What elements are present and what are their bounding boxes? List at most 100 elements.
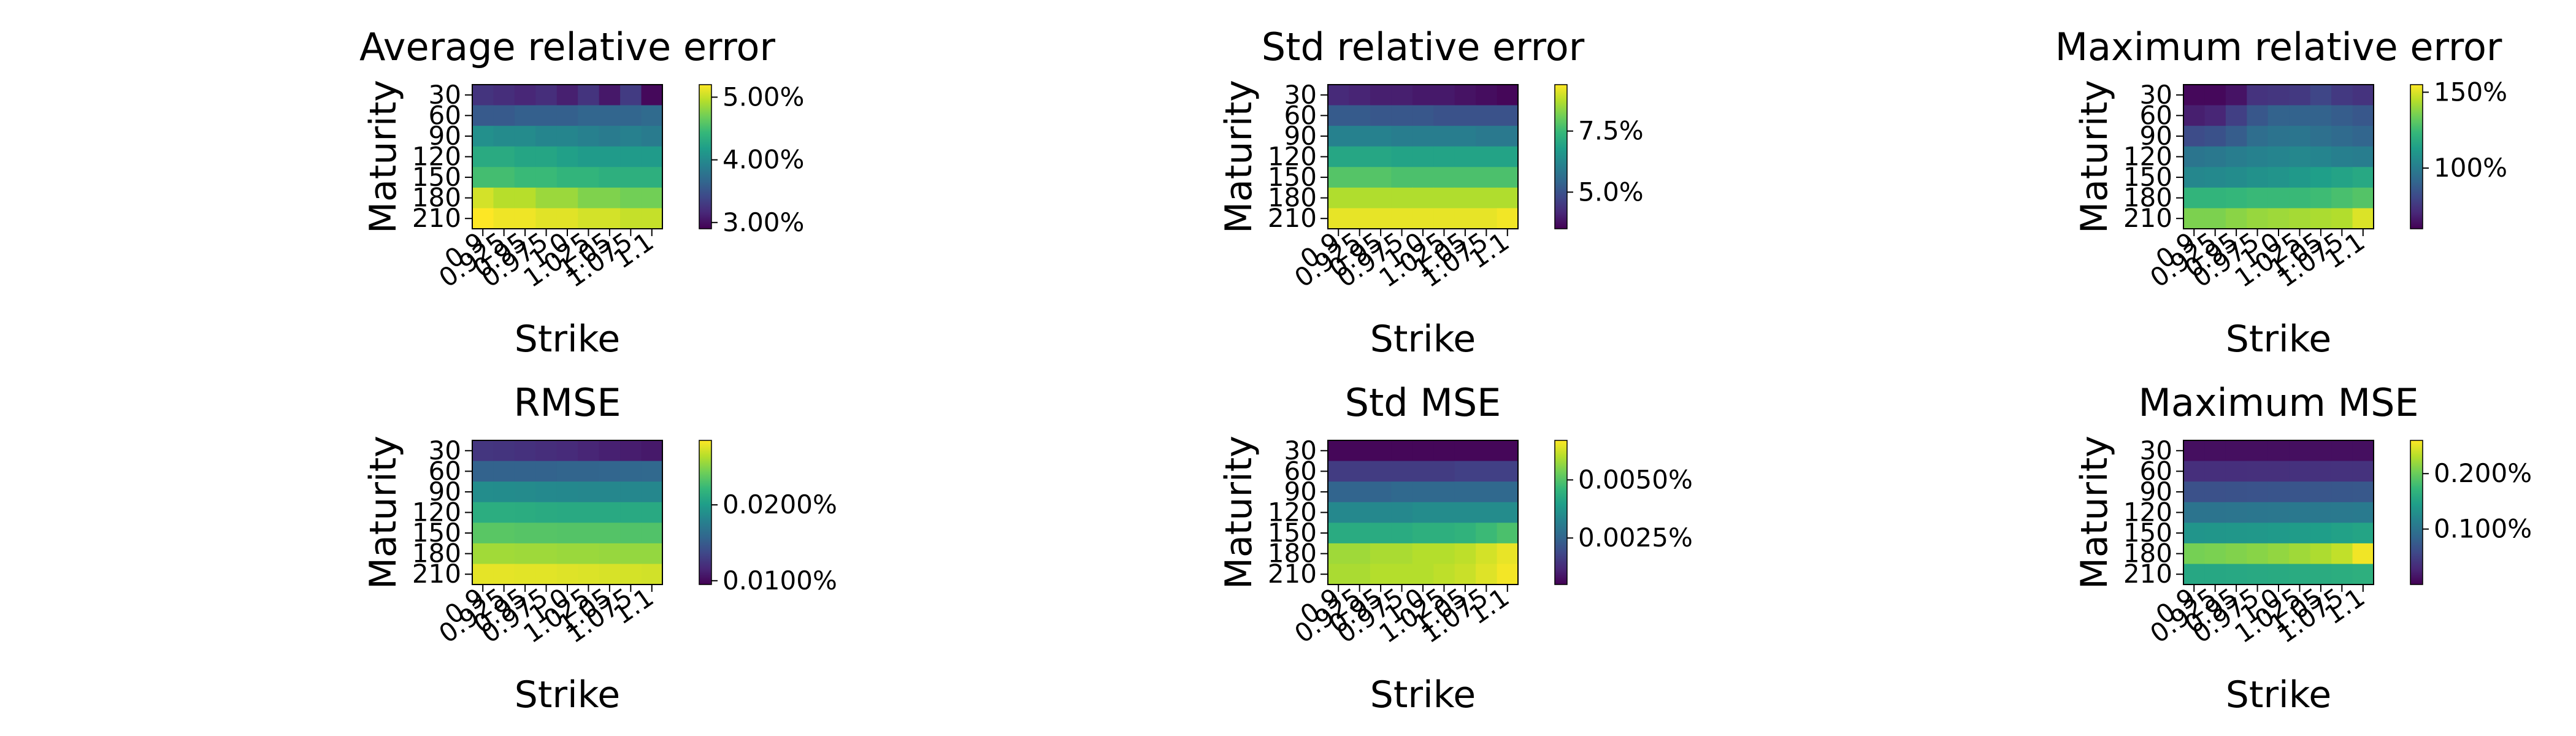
chart3-panel: Maximum relative error 306090120150180210… [2055, 25, 2508, 361]
chart3-cell-r2-c1 [2204, 126, 2226, 147]
chart6-cell-r2-c1 [2204, 481, 2226, 503]
chart4-cell-r1-c8 [641, 461, 663, 482]
chart2-cell-r4-c1 [1349, 167, 1371, 188]
chart6-cell-r5-c3 [2247, 543, 2269, 565]
chart5-cell-r3-c2 [1370, 502, 1392, 523]
chart6-ytick-label-0: 30 [2140, 435, 2172, 466]
chart3-cell-r2-c3 [2247, 126, 2269, 147]
chart5-xlabel: Strike [1370, 673, 1476, 716]
chart6-cell-r4-c3 [2247, 523, 2269, 544]
chart2-cell-r2-c1 [1349, 126, 1371, 147]
chart5-cell-r2-c2 [1370, 481, 1392, 503]
chart2-cell-r5-c3 [1391, 187, 1413, 209]
chart2-cell-r1-c5 [1433, 105, 1455, 126]
chart5-cell-r3-c3 [1391, 502, 1413, 523]
chart6-cell-r2-c4 [2267, 481, 2290, 503]
chart5-cell-r1-c3 [1391, 461, 1413, 482]
chart1-cell-r5-c5 [578, 187, 600, 209]
chart5-cell-r6-c2 [1370, 564, 1392, 585]
chart2-colorbar [1554, 84, 1568, 229]
chart5-cell-r6-c6 [1454, 564, 1476, 585]
chart6-cell-r3-c4 [2267, 502, 2290, 523]
chart6-cell-r1-c0 [2183, 461, 2206, 482]
chart3-cell-r6-c0 [2183, 208, 2206, 229]
chart1-cell-r4-c6 [599, 167, 621, 188]
chart5-cell-r1-c0 [1328, 461, 1350, 482]
chart3-ylabel: Maturity [2073, 80, 2116, 233]
chart1-panel: Average relative error 306090120150180210… [359, 25, 804, 361]
chart1-cbtick-label-2: 5.00% [723, 82, 804, 112]
chart1-cell-r4-c8 [641, 167, 663, 188]
chart1-cell-r3-c2 [514, 146, 536, 167]
chart3-cell-r5-c1 [2204, 187, 2226, 209]
chart3-cell-r2-c0 [2183, 126, 2206, 147]
chart1-cell-r0-c2 [514, 85, 536, 106]
chart6-colorbar [2410, 440, 2423, 585]
chart2-cell-r2-c2 [1370, 126, 1392, 147]
chart4-colorbar [699, 440, 712, 585]
chart3-cell-r0-c2 [2225, 85, 2247, 106]
chart6-cell-r0-c6 [2310, 440, 2332, 462]
chart2-cell-r2-c5 [1433, 126, 1455, 147]
chart2-cell-r1-c6 [1454, 105, 1476, 126]
chart2-cell-r5-c2 [1370, 187, 1392, 209]
chart4-cell-r5-c8 [641, 543, 663, 565]
chart2-cell-r5-c4 [1412, 187, 1434, 209]
chart2-cell-r4-c3 [1391, 167, 1413, 188]
chart3-cell-r2-c6 [2310, 126, 2332, 147]
chart3-cell-r0-c6 [2310, 85, 2332, 106]
chart2-cell-r6-c5 [1433, 208, 1455, 229]
chart5-cell-r4-c4 [1412, 523, 1434, 544]
chart1-cell-r0-c0 [472, 85, 494, 106]
chart1-cell-r1-c5 [578, 105, 600, 126]
chart1-cell-r0-c4 [556, 85, 578, 106]
chart1-colorbar [699, 84, 712, 229]
chart2-ytick-label-5: 180 [1268, 183, 1317, 213]
chart1-cell-r6-c6 [599, 208, 621, 229]
chart2-cell-r5-c5 [1433, 187, 1455, 209]
chart4-cell-r0-c5 [578, 440, 600, 462]
chart2-cell-r3-c7 [1476, 146, 1498, 167]
chart5-cell-r0-c7 [1476, 440, 1498, 462]
chart2-cell-r6-c6 [1454, 208, 1476, 229]
chart6-cell-r5-c8 [2352, 543, 2374, 565]
chart1-cell-r5-c3 [535, 187, 558, 209]
chart6-cell-r4-c8 [2352, 523, 2374, 544]
chart4-cell-r1-c2 [514, 461, 536, 482]
chart5-cell-r4-c2 [1370, 523, 1392, 544]
chart4-cell-r1-c6 [599, 461, 621, 482]
chart4-cell-r6-c4 [556, 564, 578, 585]
chart4-cell-r6-c2 [514, 564, 536, 585]
chart2-cell-r5-c6 [1454, 187, 1476, 209]
chart5-ytick-label-3: 120 [1268, 497, 1317, 527]
chart1-cell-r5-c0 [472, 187, 494, 209]
chart4-cell-r1-c1 [493, 461, 515, 482]
chart6-ytick-label-1: 60 [2140, 456, 2172, 486]
chart6-cell-r3-c7 [2331, 502, 2353, 523]
chart4-cell-r2-c2 [514, 481, 536, 503]
chart5-ytick-label-4: 150 [1268, 518, 1317, 548]
chart5-cell-r5-c2 [1370, 543, 1392, 565]
chart3-cell-r1-c8 [2352, 105, 2374, 126]
chart6-cell-r3-c0 [2183, 502, 2206, 523]
chart4-cell-r4-c3 [535, 523, 558, 544]
chart3-cell-r1-c1 [2204, 105, 2226, 126]
chart4-cell-r4-c5 [578, 523, 600, 544]
chart6-ylabel: Maturity [2073, 435, 2116, 589]
chart1-cell-r6-c5 [578, 208, 600, 229]
chart5-cell-r6-c1 [1349, 564, 1371, 585]
chart4-cell-r0-c7 [620, 440, 642, 462]
chart3-cell-r0-c1 [2204, 85, 2226, 106]
chart1-ytick-label-6: 210 [412, 203, 461, 233]
chart4-cell-r4-c2 [514, 523, 536, 544]
chart5-cell-r3-c5 [1433, 502, 1455, 523]
chart3-cbtick-label-1: 150% [2434, 77, 2507, 107]
chart2-cell-r3-c2 [1370, 146, 1392, 167]
chart1-cell-r3-c5 [578, 146, 600, 167]
chart1-cell-r6-c3 [535, 208, 558, 229]
chart6-cell-r6-c6 [2310, 564, 2332, 585]
chart6-ytick-label-2: 90 [2140, 477, 2172, 507]
chart1-cell-r6-c0 [472, 208, 494, 229]
chart6-cell-r4-c6 [2310, 523, 2332, 544]
chart4-cell-r2-c4 [556, 481, 578, 503]
